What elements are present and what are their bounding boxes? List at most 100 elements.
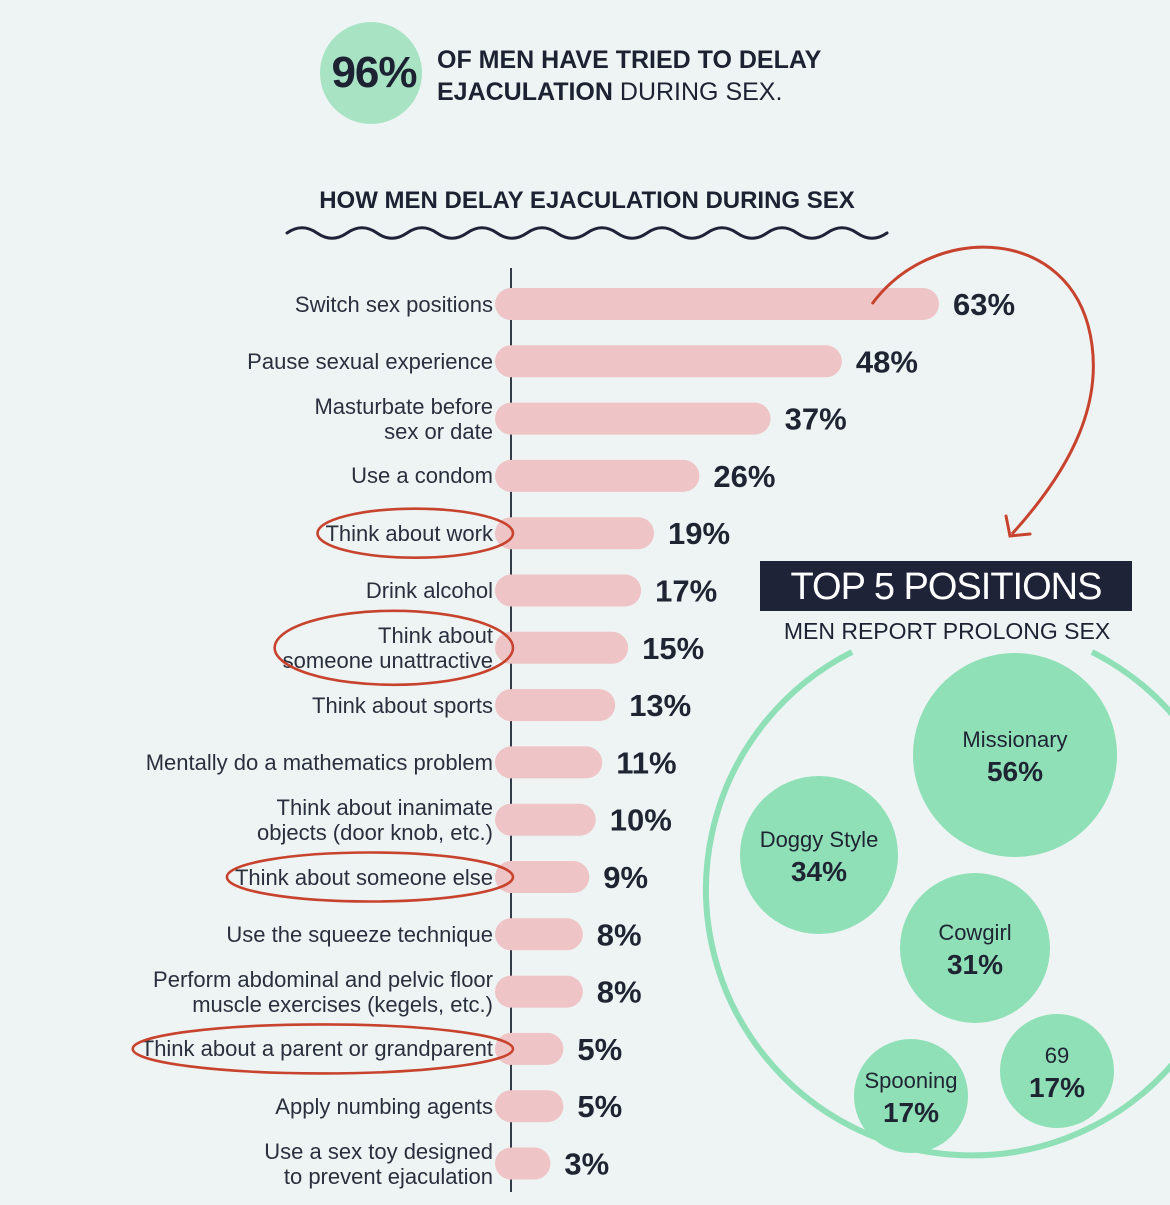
headline-circle bbox=[320, 22, 422, 124]
curved-arrow-head bbox=[1004, 514, 1032, 538]
bubble-value-3: 17% bbox=[883, 1097, 939, 1128]
bar-category-label-2: Masturbate before sex or date bbox=[314, 394, 493, 444]
annotation-ellipse-10 bbox=[225, 851, 515, 903]
bar-value-label-3: 26% bbox=[713, 459, 775, 494]
bar-value-label-0: 63% bbox=[953, 287, 1015, 322]
bar-8 bbox=[495, 746, 603, 779]
bubbles-group: Missionary 56% Doggy Style 34% Cowgirl 31% Spo… bbox=[740, 653, 1117, 1153]
bar-value-label-9: 10% bbox=[610, 803, 672, 838]
bar-value-label-4: 19% bbox=[668, 516, 730, 551]
bar-category-line: Apply numbing agents bbox=[275, 1093, 493, 1119]
bar-9 bbox=[495, 803, 596, 836]
bar-4 bbox=[495, 517, 655, 550]
bubble-value-4: 17% bbox=[1029, 1072, 1085, 1103]
bar-category-label-13: Think about a parent or grandparent bbox=[141, 1036, 493, 1061]
bar-12 bbox=[495, 975, 583, 1008]
bar-2 bbox=[495, 402, 771, 435]
annotation-ellipse-4 bbox=[316, 507, 515, 560]
bar-category-label-10: Think about someone else bbox=[235, 865, 493, 890]
bar-value-label-15: 3% bbox=[564, 1147, 609, 1182]
bubble-3 bbox=[854, 1039, 968, 1153]
bar-0 bbox=[495, 288, 939, 320]
bar-value-label-14: 5% bbox=[577, 1089, 622, 1124]
bar-5 bbox=[495, 574, 642, 607]
top5-title: TOP 5 POSITIONS bbox=[760, 561, 1132, 611]
bubble-name-4: 69 bbox=[1045, 1043, 1069, 1068]
bar-value-label-8: 11% bbox=[616, 745, 676, 780]
title-wave-underline bbox=[285, 226, 889, 240]
bubble-0 bbox=[913, 653, 1117, 857]
bar-value-label-6: 15% bbox=[642, 631, 704, 666]
bar-value-label-11: 8% bbox=[597, 917, 642, 952]
bar-category-label-4: Think about work bbox=[325, 521, 493, 546]
bubble-value-1: 34% bbox=[791, 856, 847, 887]
bar-chart-title: HOW MEN DELAY EJACULATION DURING SEX bbox=[319, 187, 855, 214]
annotation-ellipse-13 bbox=[131, 1023, 515, 1075]
bubble-value-2: 31% bbox=[947, 949, 1003, 980]
bar-category-line: muscle exercises (kegels, etc.) bbox=[192, 991, 493, 1017]
bar-category-label-9: Think about inanimate objects (door knob,… bbox=[257, 795, 493, 845]
bar-category-label-5: Drink alcohol bbox=[366, 578, 493, 603]
bar-1 bbox=[495, 345, 842, 378]
bar-value-label-10: 9% bbox=[603, 860, 648, 895]
bar-3 bbox=[495, 459, 700, 492]
bar-category-line: Mentally do a mathematics problem bbox=[145, 749, 493, 775]
bar-category-label-14: Apply numbing agents bbox=[275, 1094, 493, 1119]
bar-category-line: Think about bbox=[378, 622, 493, 648]
headline-line-2-rest: DURING SEX. bbox=[619, 78, 783, 106]
headline-line-2-strong: EJACULATION bbox=[437, 78, 613, 106]
bar-category-line: Pause sexual experience bbox=[247, 348, 493, 374]
bar-category-label-7: Think about sports bbox=[312, 693, 493, 718]
headline-line-1: OF MEN HAVE TRIED TO DELAY bbox=[437, 46, 822, 74]
bar-category-line: someone unattractive bbox=[282, 647, 493, 673]
bar-6 bbox=[495, 631, 629, 664]
bar-category-line: Perform abdominal and pelvic floor bbox=[153, 966, 493, 992]
bar-category-line: Think about sports bbox=[312, 692, 493, 718]
bar-category-line: to prevent ejaculation bbox=[283, 1163, 493, 1189]
bars-group: 63% 48% 37% 26% 19% 17% 15% 13% 11% 10% 9% 8% 8% 5% 5%… bbox=[495, 287, 1015, 1182]
bar-category-label-15: Use a sex toy designed to prevent ejacula… bbox=[264, 1139, 493, 1189]
bar-13 bbox=[495, 1032, 564, 1065]
bar-category-line: objects (door knob, etc.) bbox=[256, 819, 493, 845]
bubble-4 bbox=[1000, 1014, 1114, 1128]
bar-10 bbox=[495, 861, 590, 893]
bar-category-line: Think about a parent or grandparent bbox=[140, 1036, 493, 1062]
annotation-ellipses bbox=[131, 507, 515, 1075]
bar-category-line: Use the squeeze technique bbox=[226, 921, 493, 947]
bar-category-label-12: Perform abdominal and pelvic floor muscle… bbox=[153, 967, 493, 1017]
bubble-name-0: Missionary bbox=[962, 727, 1067, 752]
bar-category-label-1: Pause sexual experience bbox=[247, 349, 493, 374]
bar-category-label-11: Use the squeeze technique bbox=[226, 922, 493, 947]
bar-category-line: Masturbate before bbox=[314, 393, 493, 419]
bar-14 bbox=[495, 1090, 564, 1123]
bar-value-label-5: 17% bbox=[655, 574, 717, 609]
bar-category-label-6: Think about someone unattractive bbox=[283, 623, 493, 673]
bar-category-line: Think about inanimate bbox=[276, 794, 493, 820]
headline-line-2: EJACULATION DURING SEX. bbox=[437, 78, 782, 107]
curved-arrow bbox=[870, 245, 1095, 536]
bar-value-label-2: 37% bbox=[785, 402, 847, 437]
bar-value-label-12: 8% bbox=[597, 975, 642, 1010]
bubble-value-0: 56% bbox=[987, 756, 1043, 787]
bubble-name-2: Cowgirl bbox=[938, 920, 1011, 945]
bar-15 bbox=[495, 1147, 551, 1180]
bar-category-label-8: Mentally do a mathematics problem bbox=[146, 750, 493, 775]
bar-category-label-0: Switch sex positions bbox=[295, 292, 493, 317]
bubble-1 bbox=[740, 776, 898, 934]
bar-category-line: Think about someone else bbox=[234, 864, 493, 890]
bar-category-line: Switch sex positions bbox=[294, 291, 493, 317]
bar-value-label-1: 48% bbox=[856, 344, 918, 379]
bar-value-label-13: 5% bbox=[577, 1032, 622, 1067]
annotation-ellipse-6 bbox=[273, 609, 515, 687]
bar-11 bbox=[495, 918, 583, 951]
bubble-name-3: Spooning bbox=[865, 1068, 958, 1093]
bar-value-label-7: 13% bbox=[629, 688, 691, 723]
bubble-2 bbox=[900, 873, 1050, 1023]
bar-category-line: Think about work bbox=[325, 520, 493, 546]
positions-ring bbox=[703, 649, 1170, 1159]
bar-category-line: Use a condom bbox=[351, 463, 493, 489]
bar-category-line: Drink alcohol bbox=[365, 578, 493, 603]
headline-percent: 96% bbox=[331, 48, 417, 97]
